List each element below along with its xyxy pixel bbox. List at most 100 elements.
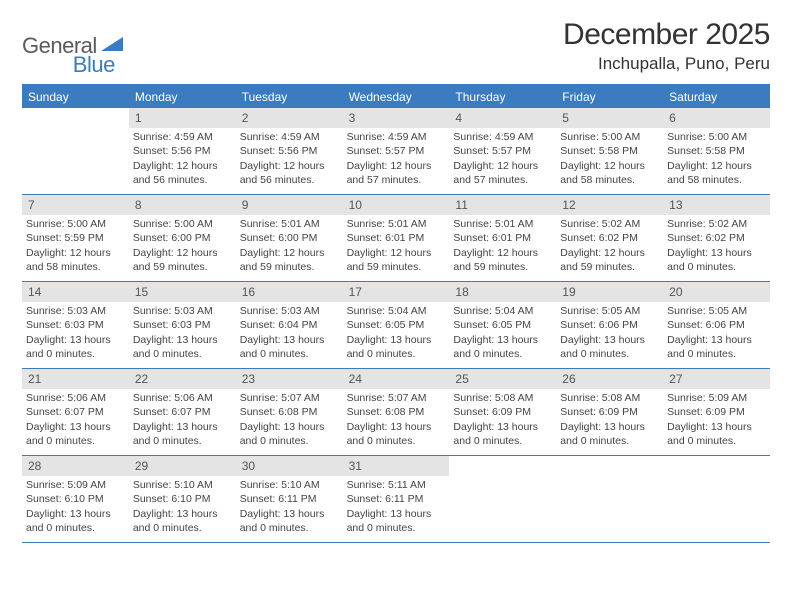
day-body: Sunrise: 5:09 AMSunset: 6:09 PMDaylight:… xyxy=(663,389,770,452)
day-body: Sunrise: 5:06 AMSunset: 6:07 PMDaylight:… xyxy=(129,389,236,452)
sunset-text: Sunset: 5:56 PM xyxy=(240,144,339,158)
sunset-text: Sunset: 6:10 PM xyxy=(26,492,125,506)
day-body: Sunrise: 5:01 AMSunset: 6:01 PMDaylight:… xyxy=(449,215,556,278)
sunrise-text: Sunrise: 5:02 AM xyxy=(560,217,659,231)
sunrise-text: Sunrise: 5:06 AM xyxy=(133,391,232,405)
sunrise-text: Sunrise: 5:10 AM xyxy=(133,478,232,492)
day-number: 2 xyxy=(236,108,343,128)
daylight-text: Daylight: 13 hours and 0 minutes. xyxy=(667,333,766,361)
day-body: Sunrise: 5:01 AMSunset: 6:00 PMDaylight:… xyxy=(236,215,343,278)
daylight-text: Daylight: 12 hours and 59 minutes. xyxy=(347,246,446,274)
day-number: 14 xyxy=(22,282,129,302)
day-cell: 31Sunrise: 5:11 AMSunset: 6:11 PMDayligh… xyxy=(343,456,450,542)
sunset-text: Sunset: 5:58 PM xyxy=(667,144,766,158)
daylight-text: Daylight: 13 hours and 0 minutes. xyxy=(240,333,339,361)
day-cell: 24Sunrise: 5:07 AMSunset: 6:08 PMDayligh… xyxy=(343,369,450,455)
month-title: December 2025 xyxy=(563,18,770,52)
day-number: 3 xyxy=(343,108,450,128)
daylight-text: Daylight: 13 hours and 0 minutes. xyxy=(26,507,125,535)
day-number: 23 xyxy=(236,369,343,389)
sunrise-text: Sunrise: 5:00 AM xyxy=(26,217,125,231)
sunrise-text: Sunrise: 5:01 AM xyxy=(453,217,552,231)
daylight-text: Daylight: 13 hours and 0 minutes. xyxy=(347,420,446,448)
sunrise-text: Sunrise: 5:06 AM xyxy=(26,391,125,405)
day-cell: . xyxy=(22,108,129,194)
day-header-row: Sunday Monday Tuesday Wednesday Thursday… xyxy=(22,86,770,108)
day-header: Tuesday xyxy=(236,86,343,108)
sunrise-text: Sunrise: 4:59 AM xyxy=(240,130,339,144)
day-header: Monday xyxy=(129,86,236,108)
logo-text-blue: Blue xyxy=(73,34,115,78)
day-cell: 6Sunrise: 5:00 AMSunset: 5:58 PMDaylight… xyxy=(663,108,770,194)
sunrise-text: Sunrise: 5:09 AM xyxy=(26,478,125,492)
day-number: 6 xyxy=(663,108,770,128)
sunrise-text: Sunrise: 5:04 AM xyxy=(453,304,552,318)
sunset-text: Sunset: 5:57 PM xyxy=(347,144,446,158)
day-cell: . xyxy=(556,456,663,542)
day-cell: 25Sunrise: 5:08 AMSunset: 6:09 PMDayligh… xyxy=(449,369,556,455)
day-number: 30 xyxy=(236,456,343,476)
sunrise-text: Sunrise: 5:00 AM xyxy=(560,130,659,144)
sunrise-text: Sunrise: 5:11 AM xyxy=(347,478,446,492)
sunrise-text: Sunrise: 5:09 AM xyxy=(667,391,766,405)
week-row: .1Sunrise: 4:59 AMSunset: 5:56 PMDayligh… xyxy=(22,108,770,195)
daylight-text: Daylight: 12 hours and 59 minutes. xyxy=(453,246,552,274)
day-body: Sunrise: 4:59 AMSunset: 5:56 PMDaylight:… xyxy=(236,128,343,191)
daylight-text: Daylight: 13 hours and 0 minutes. xyxy=(26,420,125,448)
day-cell: 19Sunrise: 5:05 AMSunset: 6:06 PMDayligh… xyxy=(556,282,663,368)
daylight-text: Daylight: 13 hours and 0 minutes. xyxy=(453,420,552,448)
day-cell: 3Sunrise: 4:59 AMSunset: 5:57 PMDaylight… xyxy=(343,108,450,194)
day-body: Sunrise: 5:03 AMSunset: 6:03 PMDaylight:… xyxy=(22,302,129,365)
day-cell: 20Sunrise: 5:05 AMSunset: 6:06 PMDayligh… xyxy=(663,282,770,368)
daylight-text: Daylight: 13 hours and 0 minutes. xyxy=(240,507,339,535)
sunset-text: Sunset: 5:57 PM xyxy=(453,144,552,158)
day-cell: 2Sunrise: 4:59 AMSunset: 5:56 PMDaylight… xyxy=(236,108,343,194)
sunset-text: Sunset: 6:00 PM xyxy=(133,231,232,245)
sunset-text: Sunset: 5:56 PM xyxy=(133,144,232,158)
day-body: Sunrise: 5:00 AMSunset: 5:59 PMDaylight:… xyxy=(22,215,129,278)
day-cell: 17Sunrise: 5:04 AMSunset: 6:05 PMDayligh… xyxy=(343,282,450,368)
daylight-text: Daylight: 13 hours and 0 minutes. xyxy=(347,333,446,361)
location: Inchupalla, Puno, Peru xyxy=(563,54,770,74)
daylight-text: Daylight: 13 hours and 0 minutes. xyxy=(667,420,766,448)
day-number: 21 xyxy=(22,369,129,389)
day-number: 13 xyxy=(663,195,770,215)
day-number: 22 xyxy=(129,369,236,389)
day-number: 7 xyxy=(22,195,129,215)
sunrise-text: Sunrise: 4:59 AM xyxy=(133,130,232,144)
daylight-text: Daylight: 12 hours and 56 minutes. xyxy=(240,159,339,187)
logo: General Blue xyxy=(22,24,147,68)
day-number: 28 xyxy=(22,456,129,476)
daylight-text: Daylight: 13 hours and 0 minutes. xyxy=(667,246,766,274)
sunrise-text: Sunrise: 5:01 AM xyxy=(347,217,446,231)
day-number: 20 xyxy=(663,282,770,302)
day-body: Sunrise: 4:59 AMSunset: 5:57 PMDaylight:… xyxy=(343,128,450,191)
sunset-text: Sunset: 6:10 PM xyxy=(133,492,232,506)
daylight-text: Daylight: 12 hours and 59 minutes. xyxy=(133,246,232,274)
daylight-text: Daylight: 13 hours and 0 minutes. xyxy=(133,507,232,535)
sunrise-text: Sunrise: 5:05 AM xyxy=(667,304,766,318)
day-cell: . xyxy=(663,456,770,542)
sunrise-text: Sunrise: 5:04 AM xyxy=(347,304,446,318)
day-number: 12 xyxy=(556,195,663,215)
day-cell: 23Sunrise: 5:07 AMSunset: 6:08 PMDayligh… xyxy=(236,369,343,455)
day-cell: 21Sunrise: 5:06 AMSunset: 6:07 PMDayligh… xyxy=(22,369,129,455)
day-cell: 12Sunrise: 5:02 AMSunset: 6:02 PMDayligh… xyxy=(556,195,663,281)
day-number: 4 xyxy=(449,108,556,128)
header: General Blue December 2025 Inchupalla, P… xyxy=(22,18,770,74)
day-cell: 7Sunrise: 5:00 AMSunset: 5:59 PMDaylight… xyxy=(22,195,129,281)
sunrise-text: Sunrise: 5:07 AM xyxy=(240,391,339,405)
day-body: Sunrise: 5:08 AMSunset: 6:09 PMDaylight:… xyxy=(556,389,663,452)
day-body: Sunrise: 5:06 AMSunset: 6:07 PMDaylight:… xyxy=(22,389,129,452)
day-number: 26 xyxy=(556,369,663,389)
day-number: 15 xyxy=(129,282,236,302)
sunset-text: Sunset: 6:00 PM xyxy=(240,231,339,245)
day-cell: 18Sunrise: 5:04 AMSunset: 6:05 PMDayligh… xyxy=(449,282,556,368)
day-cell: 10Sunrise: 5:01 AMSunset: 6:01 PMDayligh… xyxy=(343,195,450,281)
sunset-text: Sunset: 6:11 PM xyxy=(347,492,446,506)
week-row: 14Sunrise: 5:03 AMSunset: 6:03 PMDayligh… xyxy=(22,282,770,369)
day-number: 1 xyxy=(129,108,236,128)
sunset-text: Sunset: 6:09 PM xyxy=(560,405,659,419)
sunrise-text: Sunrise: 4:59 AM xyxy=(347,130,446,144)
day-body: Sunrise: 5:10 AMSunset: 6:11 PMDaylight:… xyxy=(236,476,343,539)
